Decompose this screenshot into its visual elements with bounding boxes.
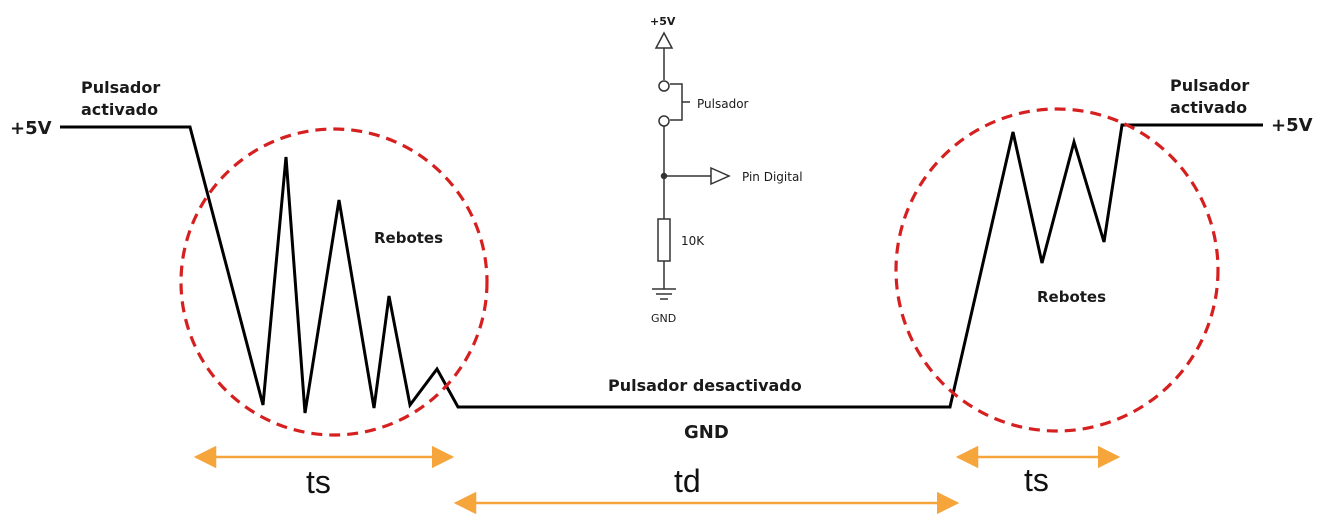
pressed-right-line2: activado	[1170, 98, 1247, 117]
gnd-label: GND	[684, 422, 729, 443]
schematic-supply-label: +5V	[650, 15, 676, 28]
released-label: Pulsador desactivado	[608, 376, 802, 395]
schematic-resistor-label: 10K	[681, 234, 705, 248]
signal-waveform	[60, 123, 1263, 414]
bounces-left-label: Rebotes	[374, 229, 443, 247]
bounces-right-label: Rebotes	[1037, 288, 1106, 306]
pressed-left-line1: Pulsador	[81, 78, 160, 97]
schematic-pin-label: Pin Digital	[742, 170, 803, 184]
supply-arrow	[654, 31, 674, 49]
plus5v-right-label: +5V	[1271, 115, 1313, 136]
bounce-circle-left	[179, 127, 489, 437]
button-terminal-top	[658, 80, 670, 92]
button-contact	[670, 83, 683, 121]
resistor-10k	[657, 218, 671, 262]
pressed-left-line2: activado	[81, 100, 158, 119]
pressed-right-line1: Pulsador	[1170, 76, 1249, 95]
ts-right-label: ts	[1024, 462, 1049, 498]
pulldown-schematic	[652, 31, 731, 300]
schematic-ground-label: GND	[651, 312, 676, 325]
button-terminal-bottom	[658, 115, 670, 127]
schematic-button-label: Pulsador	[697, 97, 749, 111]
bounce-circle-right	[894, 107, 1220, 433]
plus5v-left-label: +5V	[10, 118, 52, 139]
pin-arrow	[710, 166, 731, 186]
ts-left-label: ts	[306, 464, 331, 500]
td-label: td	[674, 463, 701, 499]
